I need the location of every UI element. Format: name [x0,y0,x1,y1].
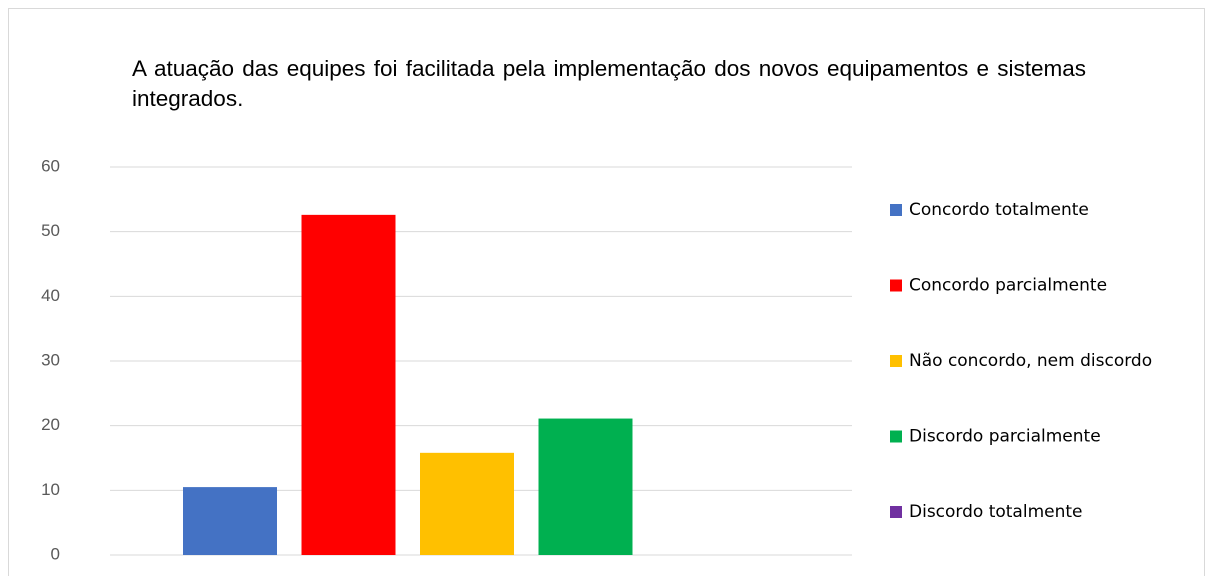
legend-label: Concordo totalmente [909,200,1089,220]
legend-swatch [890,279,902,292]
bar [183,487,277,555]
bar [538,418,633,555]
bar [301,214,396,555]
y-tick-label: 0 [51,544,60,563]
y-tick-label: 30 [41,350,60,369]
legend-label: Discordo totalmente [909,502,1083,522]
legend-swatch [890,506,902,518]
legend-label: Discordo parcialmente [909,427,1101,447]
chart-title: A atuação das equipes foi facilitada pel… [132,56,1086,111]
bar [420,452,514,555]
y-tick-label: 60 [41,156,60,175]
legend-swatch [890,204,902,216]
y-tick-label: 20 [41,415,60,434]
y-tick-label: 40 [41,286,60,305]
y-tick-label: 10 [41,480,60,499]
legend-label: Não concordo, nem discordo [909,351,1152,371]
legend-swatch [890,430,902,443]
legend-swatch [890,355,902,367]
y-tick-label: 50 [41,221,60,240]
legend-label: Concordo parcialmente [909,276,1107,296]
chart-frame [8,8,1205,576]
